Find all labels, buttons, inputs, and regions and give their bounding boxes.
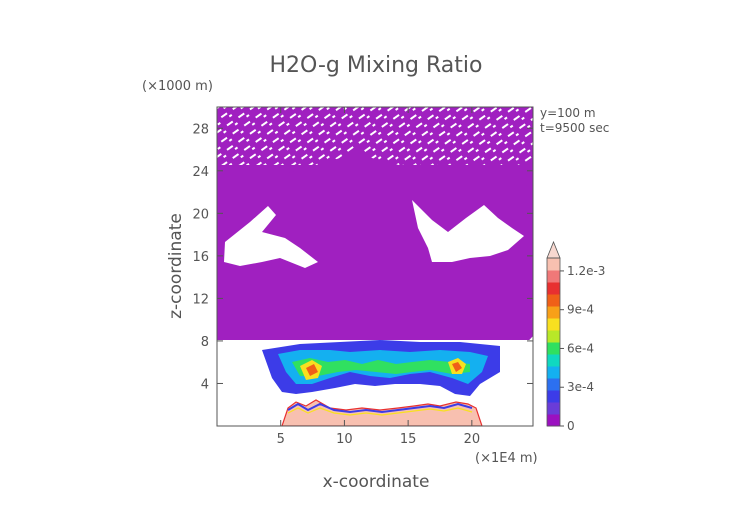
- y-tick-label: 16: [192, 250, 209, 265]
- mid-band-green: [292, 358, 470, 376]
- colorbar-label: 3e-4: [567, 380, 594, 394]
- colorbar-segment: [547, 282, 560, 295]
- colorbar-segment: [547, 402, 560, 415]
- colorbar-segment: [547, 342, 560, 355]
- y-tick-label: 4: [201, 377, 209, 392]
- mid-band-group: [262, 340, 500, 396]
- y-axis-label: z-coordinate: [166, 213, 186, 319]
- x-tick-label: 20: [464, 432, 481, 447]
- colorbar-label: 1.2e-3: [567, 264, 605, 278]
- colorbar-segment: [547, 330, 560, 343]
- surface-band-line2: [287, 407, 473, 416]
- x-ticks-group: 5 10 15 20: [277, 107, 481, 447]
- colorbar-segment: [547, 258, 560, 271]
- x-tick-label: 5: [277, 432, 285, 447]
- x-unit-label: (×1E4 m): [475, 451, 538, 466]
- annotation-t: t=9500 sec: [540, 121, 609, 135]
- colorbar-segment: [547, 366, 560, 379]
- colorbar-segment: [547, 306, 560, 319]
- colorbar-label: 9e-4: [567, 303, 594, 317]
- colorbar-extend-arrow: [546, 240, 561, 259]
- colorbar-label: 0: [567, 419, 575, 433]
- x-tick-label: 15: [400, 432, 417, 447]
- left-dry-patch: [224, 206, 318, 268]
- colorbar-segment: [547, 318, 560, 331]
- annotation-y: y=100 m: [540, 106, 596, 120]
- colorbar-segment: [547, 270, 560, 283]
- field-layers: [217, 107, 533, 426]
- colorbar-segment: [547, 294, 560, 307]
- x-tick-label: 10: [336, 432, 353, 447]
- colorbar-frame: [546, 257, 561, 427]
- y-tick-label: 28: [192, 122, 209, 137]
- right-dry-patch: [412, 200, 524, 262]
- top-center-hump: [217, 146, 533, 200]
- mid-band-orange-left: [306, 364, 318, 376]
- y-tick-label: 20: [192, 207, 209, 222]
- lower-dry-region: [217, 352, 280, 426]
- lower-dry-region-right: [484, 336, 533, 426]
- colorbar-segment: [547, 390, 560, 403]
- plot-frame: [216, 106, 534, 427]
- y-tick-label: 24: [192, 165, 209, 180]
- colorbar-label: 6e-4: [567, 341, 594, 355]
- colorbar-segment: [547, 378, 560, 391]
- y-tick-label: 8: [201, 335, 209, 350]
- mid-band-orange-right: [452, 362, 462, 372]
- x-axis-label: x-coordinate: [323, 472, 430, 492]
- surface-band-group: [281, 399, 483, 426]
- colorbar-segment: [547, 354, 560, 367]
- colorbar-labels: 0 3e-4 6e-4 9e-4 1.2e-3: [560, 264, 605, 433]
- surface-band-line: [287, 402, 473, 414]
- y-tick-label: 12: [192, 292, 209, 307]
- y-unit-label: (×1000 m): [142, 79, 213, 94]
- chart-title: H2O-g Mixing Ratio: [270, 53, 483, 78]
- colorbar-segment: [547, 414, 560, 427]
- y-ticks-group: 4 8 12 16 20 24 28: [192, 122, 533, 392]
- colorbar: [546, 240, 561, 427]
